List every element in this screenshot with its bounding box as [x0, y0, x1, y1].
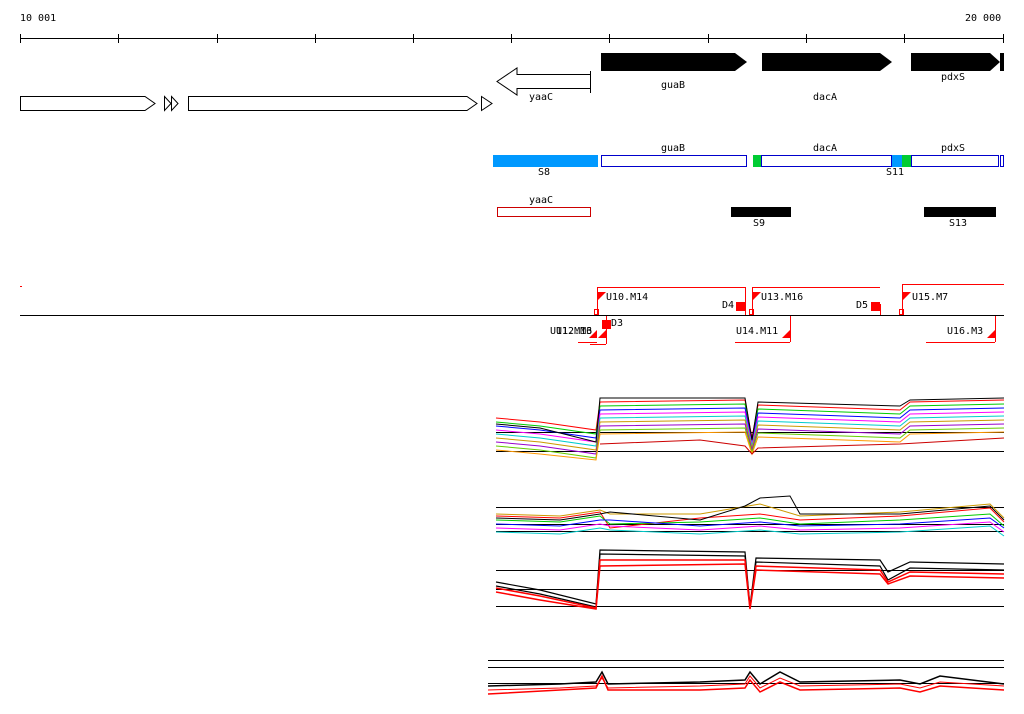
ruler-start-label: 10 001 [20, 13, 57, 24]
segment-track-2 [497, 207, 996, 217]
segment-pdxs [911, 155, 999, 167]
gene-label-daca: dacA [812, 92, 838, 103]
ruler-axis [20, 34, 1004, 43]
gene-arrow-pdxs [911, 53, 1000, 71]
segment-label-daca: dacA [812, 143, 838, 154]
segment-label-s11: S11 [885, 167, 905, 178]
tu-label-u10-m14[interactable]: U10.M14 [606, 292, 649, 303]
expression-panel-3 [495, 549, 1005, 610]
segment-label-pdxs: pdxS [940, 143, 966, 154]
expression-panel-1 [495, 397, 1005, 461]
segment-yaac [497, 207, 591, 217]
gene-arrow-yaac[interactable] [496, 67, 591, 96]
gene-arrow-guab [601, 53, 747, 71]
segment-guab [601, 155, 747, 167]
tu-label-d5[interactable]: D5 [856, 300, 869, 311]
segment-track-1 [493, 155, 1004, 167]
segment2-label-s13: S13 [948, 218, 968, 229]
segment-s9 [731, 207, 791, 217]
segment-label-s8: S8 [537, 167, 551, 178]
tu-label-u15-m7[interactable]: U15.M7 [912, 292, 949, 303]
tu-label-u13-m16[interactable]: U13.M16 [761, 292, 804, 303]
tu-label-d3[interactable]: D3 [611, 318, 624, 329]
marker-d4 [736, 302, 745, 311]
tu-label-u16-m3[interactable]: U16.M3 [947, 326, 984, 337]
gene-label-guab: guaB [660, 80, 686, 91]
segment-s8 [493, 155, 598, 167]
segment-daca [761, 155, 892, 167]
tu-label-u12-m6[interactable]: U12.M6 [556, 326, 593, 337]
marker-d5 [871, 302, 880, 311]
tu-label-u14-m11[interactable]: U14.M11 [736, 326, 779, 337]
gene-label-pdxs: pdxS [940, 72, 966, 83]
segment2-label-s9: S9 [752, 218, 766, 229]
ruler-end-label: 20 000 [965, 13, 1002, 24]
segment-label-guab: guaB [660, 143, 686, 154]
tu-label-u11-m13[interactable]: U11.M13 [550, 326, 593, 337]
segment2-label-yaac: yaaC [528, 195, 554, 206]
left-gene-arrows [20, 95, 493, 112]
transcription-unit-track [20, 284, 1004, 345]
segment-s13 [924, 207, 996, 217]
tu-label-d4[interactable]: D4 [722, 300, 735, 311]
gene-label-yaac: yaaC [528, 92, 554, 103]
gene-arrow-daca [762, 53, 892, 71]
expression-panel-2 [495, 495, 1005, 537]
filled-gene-arrows [601, 53, 1004, 71]
expression-panel-4 [487, 660, 1005, 695]
